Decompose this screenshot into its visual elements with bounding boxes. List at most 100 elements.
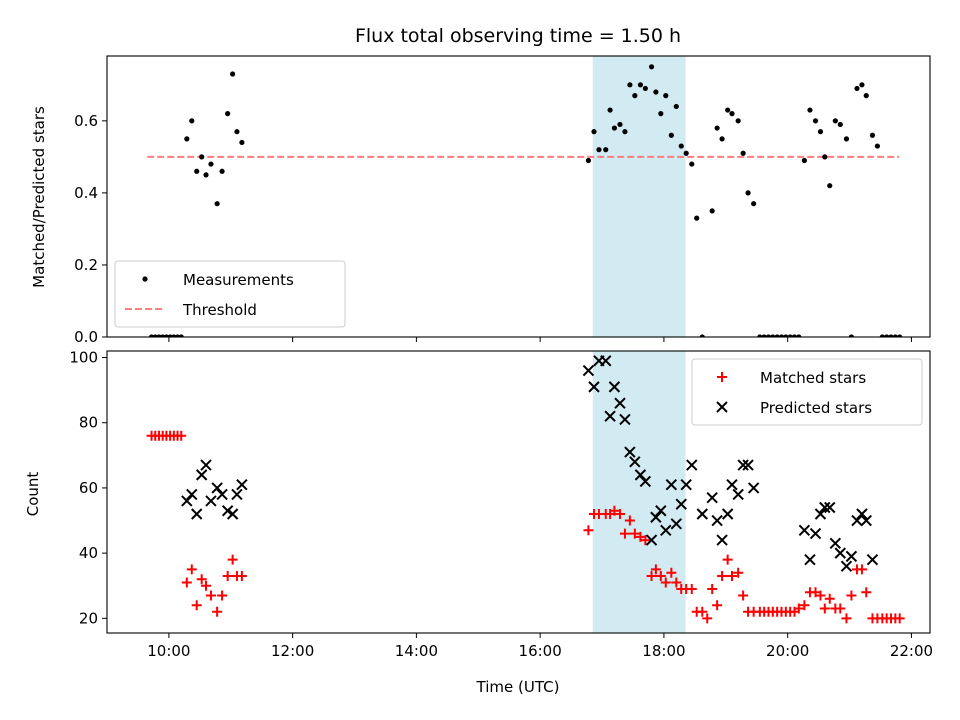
matched-stars-point xyxy=(660,577,671,588)
matched-stars-point xyxy=(181,577,192,588)
measurement-point xyxy=(234,129,240,135)
measurement-point xyxy=(832,118,838,124)
predicted-stars-point xyxy=(866,553,879,566)
legend-label: Matched stars xyxy=(760,369,866,387)
matched-stars-point xyxy=(697,606,708,617)
predicted-stars-point xyxy=(639,475,652,488)
predicted-stars-point xyxy=(226,508,239,520)
predicted-stars-point xyxy=(186,488,198,501)
measurement-point xyxy=(812,118,819,124)
top-y-axis-label: Matched/Predicted stars xyxy=(30,106,48,288)
measurement-point xyxy=(770,334,776,337)
predicted-stars-point xyxy=(856,508,868,520)
measurement-point xyxy=(796,334,802,337)
predicted-stars-point xyxy=(851,514,863,527)
x-axis-label: Time (UTC) xyxy=(476,678,560,696)
predicted-stars-point xyxy=(824,501,836,514)
measurement-point xyxy=(203,172,209,178)
measurement-point xyxy=(848,334,855,337)
matched-stars-point xyxy=(666,567,677,578)
predicted-stars-point xyxy=(814,508,827,520)
measurement-point xyxy=(837,121,843,128)
bottom-legend: Matched stars Predicted stars xyxy=(691,358,923,426)
predicted-stars-point xyxy=(670,518,683,530)
matched-stars-point xyxy=(640,535,651,546)
bottom-y-tick-label: 80 xyxy=(79,414,98,432)
predicted-stars-point xyxy=(645,534,658,546)
matched-stars-point xyxy=(819,603,830,614)
matched-stars-point xyxy=(671,577,682,588)
predicted-stars-point xyxy=(845,550,858,563)
measurement-point xyxy=(611,125,618,131)
x-tick-label: 22:00 xyxy=(890,642,933,660)
measurement-point xyxy=(725,107,731,113)
measurement-point xyxy=(673,103,679,110)
predicted-stars-point xyxy=(604,410,616,422)
measurement-point xyxy=(778,334,785,337)
predicted-stars-point xyxy=(747,482,760,494)
predicted-stars-point xyxy=(804,553,816,566)
predicted-stars-point xyxy=(798,524,811,537)
predicted-stars-point xyxy=(742,459,754,471)
matched-stars-point xyxy=(205,590,216,601)
measurement-point xyxy=(807,107,813,113)
matched-stars-point xyxy=(815,590,826,601)
matched-stars-point xyxy=(856,564,867,575)
predicted-stars-point xyxy=(665,478,678,491)
measurement-point xyxy=(632,93,638,99)
top-y-tick-label: 0.6 xyxy=(74,112,98,130)
predicted-stars-point xyxy=(706,491,718,504)
matched-stars-point xyxy=(686,583,697,594)
predicted-stars-point xyxy=(211,482,223,494)
measurement-point xyxy=(184,136,190,142)
matched-stars-point xyxy=(609,505,620,516)
matched-stars-point xyxy=(722,554,733,565)
top-axes-frame xyxy=(106,55,931,338)
matched-stars-point xyxy=(717,570,728,581)
legend-label: Threshold xyxy=(182,301,257,319)
x-tick-label: 16:00 xyxy=(519,642,562,660)
measurement-point xyxy=(214,201,220,207)
matched-stars-point xyxy=(196,574,207,585)
measurement-point xyxy=(591,129,597,135)
measurement-point xyxy=(648,64,655,70)
legend-frame xyxy=(114,260,346,328)
matched-stars-point xyxy=(846,590,857,601)
predicted-stars-point xyxy=(840,560,853,572)
predicted-stars-point xyxy=(737,459,749,471)
predicted-stars-point xyxy=(696,508,708,520)
matched-stars-point xyxy=(824,593,835,604)
measurement-point xyxy=(719,136,725,142)
measurement-point xyxy=(869,132,876,138)
measurement-point xyxy=(817,129,824,135)
x-tick-label: 12:00 xyxy=(271,642,314,660)
x-tick-label: 14:00 xyxy=(395,642,438,660)
matched-stars-point xyxy=(655,570,666,581)
top-legend: Measurements Threshold xyxy=(114,260,346,328)
matched-stars-point xyxy=(861,587,872,598)
measurement-point xyxy=(658,111,664,117)
measurement-point xyxy=(765,334,772,337)
bottom-axes-frame xyxy=(106,350,931,634)
measurement-point xyxy=(642,85,648,92)
measurement-point xyxy=(694,215,700,221)
matched-stars-point xyxy=(227,554,238,565)
x-tick-label: 10:00 xyxy=(147,642,190,660)
predicted-stars-point xyxy=(726,478,738,491)
measurement-point xyxy=(653,89,659,95)
measurement-point xyxy=(761,334,767,337)
matched-stars-point xyxy=(894,613,905,624)
matched-stars-point xyxy=(614,509,625,520)
measurement-point xyxy=(729,111,735,117)
predicted-stars-point xyxy=(675,498,687,510)
measurement-point xyxy=(874,143,881,149)
predicted-stars-point xyxy=(686,459,698,471)
top-observing-window xyxy=(592,56,686,337)
predicted-stars-point xyxy=(608,381,621,393)
bottom-observing-window xyxy=(592,351,686,633)
predicted-stars-point xyxy=(619,413,631,426)
measurement-point xyxy=(897,334,903,337)
legend-marker-predicted xyxy=(716,401,728,413)
measurement-point xyxy=(239,139,245,146)
matched-stars-point xyxy=(712,600,723,611)
